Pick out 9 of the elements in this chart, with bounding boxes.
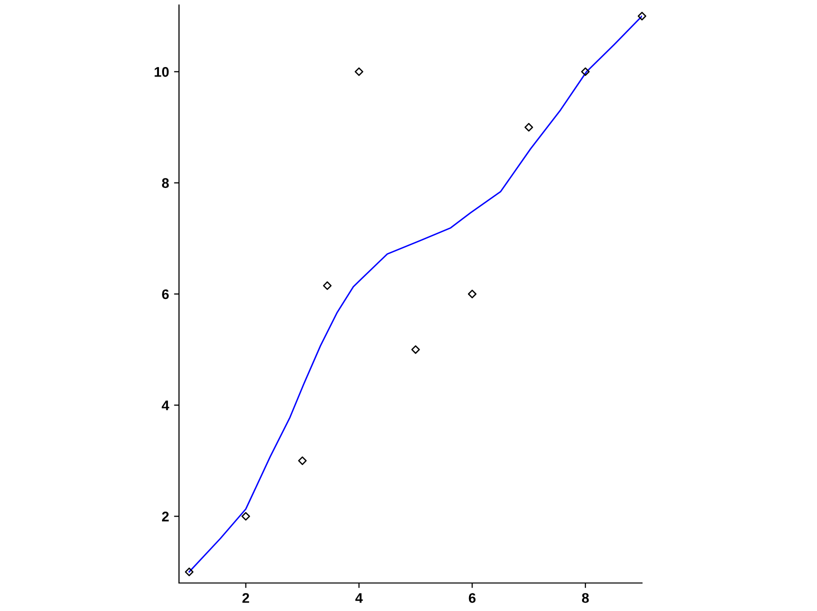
y-tick-label: 10 [154,67,169,77]
y-tick-label: 8 [162,178,169,188]
y-tick-label: 4 [162,400,170,410]
x-tick-label: 6 [468,593,476,603]
x-tick-label: 2 [242,593,250,603]
y-tick-label: 6 [162,289,169,300]
x-tick-label: 4 [355,593,363,603]
y-tick-label: 2 [162,512,169,522]
x-tick-label: 8 [582,593,589,603]
